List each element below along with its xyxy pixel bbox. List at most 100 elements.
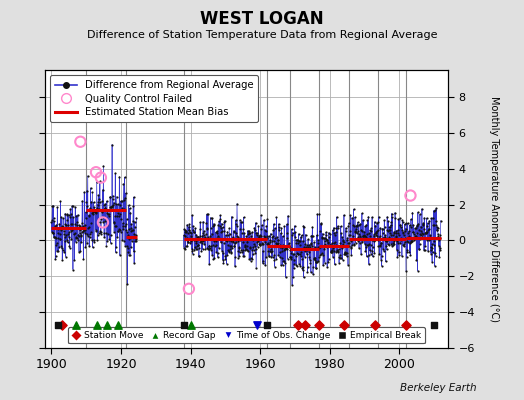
Point <box>413 267 422 274</box>
Point <box>305 257 314 263</box>
Point <box>379 246 387 252</box>
Point <box>311 265 320 272</box>
Point <box>255 232 263 239</box>
Point <box>328 246 336 253</box>
Point <box>61 221 70 228</box>
Point <box>375 233 384 240</box>
Point <box>385 226 394 233</box>
Point <box>126 228 135 234</box>
Point <box>105 235 113 242</box>
Point <box>237 235 245 242</box>
Point <box>93 202 102 208</box>
Point <box>353 222 362 228</box>
Point <box>85 212 94 219</box>
Point <box>113 234 122 240</box>
Point <box>125 235 134 242</box>
Point <box>434 242 443 249</box>
Point <box>400 242 408 249</box>
Point <box>185 236 194 242</box>
Point <box>369 244 377 250</box>
Point <box>417 224 425 230</box>
Point <box>318 250 326 256</box>
Point <box>277 225 286 231</box>
Point <box>414 221 423 227</box>
Point <box>292 261 300 268</box>
Point <box>304 249 313 255</box>
Point <box>101 218 109 224</box>
Point <box>63 212 72 219</box>
Point <box>114 201 122 208</box>
Point <box>58 256 67 263</box>
Point <box>221 236 229 242</box>
Point <box>257 212 265 218</box>
Point <box>267 254 276 260</box>
Point <box>52 222 61 228</box>
Point <box>254 223 263 229</box>
Point <box>263 216 271 222</box>
Point <box>208 215 216 221</box>
Point <box>265 252 273 259</box>
Point <box>311 256 319 263</box>
Point <box>82 215 90 221</box>
Point <box>100 230 108 236</box>
Point <box>405 234 413 240</box>
Point <box>250 224 258 231</box>
Point <box>128 234 137 241</box>
Point <box>128 226 137 233</box>
Point <box>403 249 412 255</box>
Point <box>323 264 331 270</box>
Point <box>405 228 413 234</box>
Point <box>77 248 85 254</box>
Point <box>249 246 258 253</box>
Point <box>332 229 340 236</box>
Point <box>89 199 97 206</box>
Point <box>78 198 86 204</box>
Point <box>378 253 386 259</box>
Point <box>264 248 272 254</box>
Point <box>260 239 269 245</box>
Point <box>361 233 369 240</box>
Point <box>66 245 74 251</box>
Point <box>269 232 277 239</box>
Point <box>130 260 138 266</box>
Point <box>263 232 271 239</box>
Point <box>236 236 245 243</box>
Point <box>210 222 219 228</box>
Point <box>123 243 131 250</box>
Point <box>364 214 373 220</box>
Point <box>277 230 285 236</box>
Point <box>321 235 330 241</box>
Point <box>283 230 291 236</box>
Point <box>222 232 230 238</box>
Point <box>238 230 246 236</box>
Point <box>287 245 296 251</box>
Point <box>223 237 231 244</box>
Point <box>267 246 276 252</box>
Point <box>311 254 320 261</box>
Point <box>51 256 59 262</box>
Point <box>417 232 425 238</box>
Point <box>420 247 429 253</box>
Point <box>272 256 280 262</box>
Point <box>212 238 221 244</box>
Point <box>334 249 342 256</box>
Point <box>227 250 236 257</box>
Point <box>127 225 136 232</box>
Point <box>87 229 95 235</box>
Point <box>356 220 364 227</box>
Point <box>388 242 396 249</box>
Point <box>83 240 91 247</box>
Point <box>80 226 88 232</box>
Point <box>392 246 401 253</box>
Point <box>312 264 320 271</box>
Point <box>424 248 432 254</box>
Point <box>85 243 93 250</box>
Point <box>277 244 286 251</box>
Point <box>195 239 204 245</box>
Point <box>371 222 379 229</box>
Point <box>399 232 408 238</box>
Point <box>344 262 352 268</box>
Point <box>365 241 374 248</box>
Point <box>428 245 436 252</box>
Point <box>119 226 127 232</box>
